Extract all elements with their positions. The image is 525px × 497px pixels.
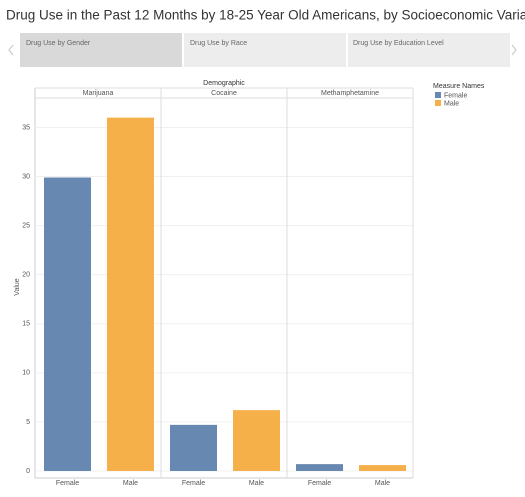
bar <box>233 410 280 471</box>
bar <box>296 464 343 471</box>
y-tick-label: 25 <box>22 222 30 229</box>
facet-label: Marijuana <box>83 90 114 97</box>
legend-label: Female <box>444 92 467 99</box>
y-tick-label: 30 <box>22 173 30 180</box>
tab[interactable] <box>184 33 346 67</box>
prev-arrow[interactable] <box>8 44 14 56</box>
bar <box>107 117 154 471</box>
x-tick-label: Male <box>375 480 390 487</box>
legend-label: Male <box>444 100 459 107</box>
next-arrow[interactable] <box>511 44 517 56</box>
bar <box>359 465 406 471</box>
tab-label[interactable]: Drug Use by Education Level <box>353 40 444 47</box>
chart-title: Drug Use in the Past 12 Months by 18-25 … <box>6 8 525 23</box>
y-tick-label: 35 <box>22 124 30 131</box>
x-tick-label: Male <box>123 480 138 487</box>
tab-selected[interactable] <box>20 33 182 67</box>
x-tick-label: Female <box>308 480 331 487</box>
tab[interactable] <box>348 33 510 67</box>
legend-swatch <box>435 92 441 98</box>
tab-label[interactable]: Drug Use by Gender <box>26 40 91 47</box>
x-tick-label: Female <box>56 480 79 487</box>
y-tick-label: 10 <box>22 370 30 377</box>
y-tick-label: 20 <box>22 272 30 279</box>
y-tick-label: 0 <box>26 468 30 475</box>
y-tick-label: 15 <box>22 321 30 328</box>
x-tick-label: Female <box>182 480 205 487</box>
tab-label[interactable]: Drug Use by Race <box>190 40 247 47</box>
legend-title: Measure Names <box>433 83 485 90</box>
y-axis-label: Value <box>14 278 21 295</box>
bar <box>170 424 217 471</box>
x-tick-label: Male <box>249 480 264 487</box>
bar <box>44 177 91 472</box>
facet-label: Cocaine <box>211 90 237 97</box>
facet-title: Demographic <box>203 80 245 87</box>
facet-label: Methamphetamine <box>321 90 379 97</box>
y-tick-label: 5 <box>26 419 30 426</box>
legend-swatch <box>435 100 441 106</box>
